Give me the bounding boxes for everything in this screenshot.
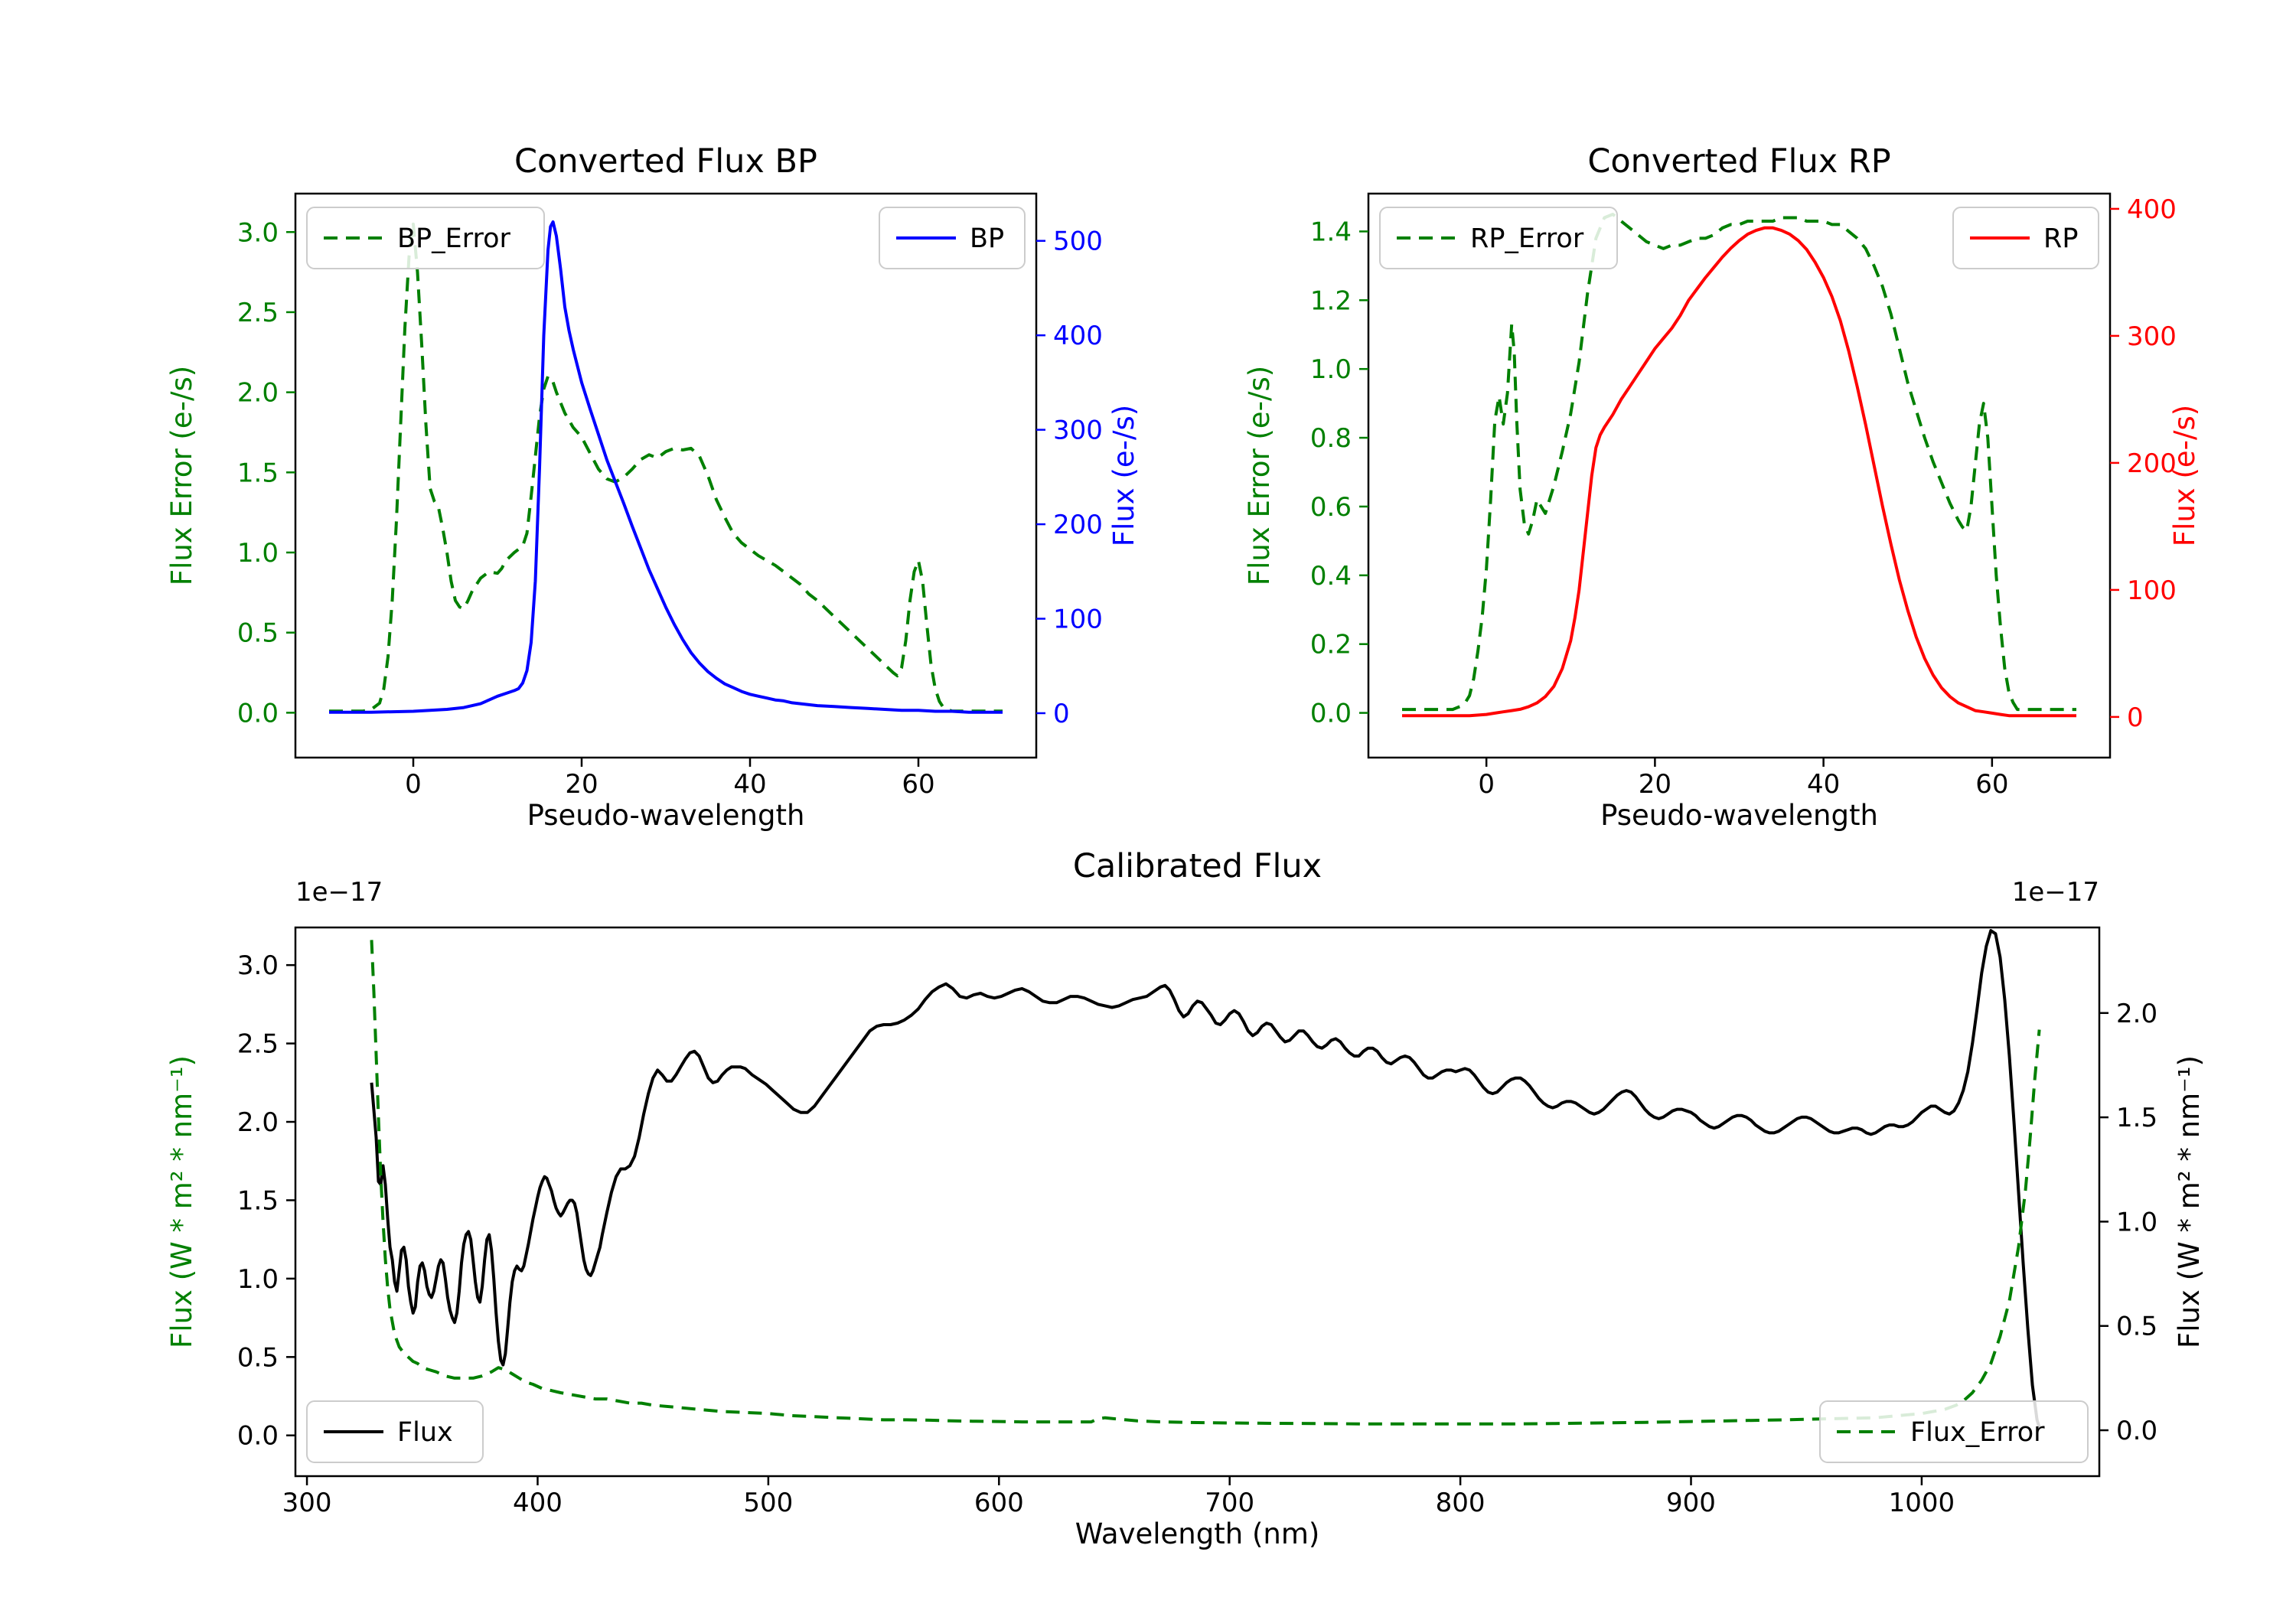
x-tick-label: 400 bbox=[513, 1488, 563, 1518]
y-tick-label-left: 0.5 bbox=[237, 618, 279, 649]
y-tick-label-left: 0.5 bbox=[237, 1342, 279, 1373]
series-line-Flux bbox=[370, 929, 2041, 1429]
y-tick-label-right: 2.0 bbox=[2116, 999, 2157, 1029]
y-tick-label-left: 0.6 bbox=[1310, 492, 1352, 523]
y-axis-label-left: Flux Error (e-/s) bbox=[1243, 366, 1276, 585]
y-tick-label-left: 2.0 bbox=[237, 1107, 279, 1138]
legend-label: Flux bbox=[397, 1417, 453, 1448]
y-tick-label-right: 0 bbox=[1053, 699, 1070, 729]
x-tick-label: 500 bbox=[743, 1488, 793, 1518]
y-tick-label-left: 1.4 bbox=[1310, 217, 1352, 247]
y-tick-label-left: 1.2 bbox=[1310, 285, 1352, 316]
x-tick-label: 300 bbox=[282, 1488, 332, 1518]
chart-title: Converted Flux RP bbox=[1587, 142, 1890, 181]
y-tick-label-right: 200 bbox=[1053, 510, 1103, 540]
x-tick-label: 0 bbox=[1478, 769, 1495, 800]
x-tick-label: 20 bbox=[565, 769, 598, 800]
y-tick-label-right: 1.0 bbox=[2116, 1207, 2157, 1237]
plot-frame bbox=[1367, 192, 2112, 759]
y-tick-label-left: 0.0 bbox=[237, 1421, 279, 1452]
y-tick-label-left: 1.5 bbox=[237, 1185, 279, 1216]
x-tick-label: 600 bbox=[974, 1488, 1024, 1518]
legend-RP: RP bbox=[1952, 207, 2099, 269]
legend-label: RP_Error bbox=[1470, 223, 1584, 254]
y-axis-label-left: Flux (W * m² * nm⁻¹) bbox=[165, 1055, 198, 1348]
legend-label: BP_Error bbox=[397, 223, 511, 254]
y-tick-label-left: 0.4 bbox=[1310, 561, 1352, 592]
y-tick-label-left: 1.0 bbox=[1310, 354, 1352, 385]
plot-frame bbox=[294, 192, 1038, 759]
y-tick-label-left: 0.8 bbox=[1310, 423, 1352, 454]
y-tick-label-left: 2.5 bbox=[237, 1029, 279, 1060]
series-line-RP_Error bbox=[1402, 213, 2076, 712]
legend-label: Flux_Error bbox=[1910, 1417, 2045, 1448]
x-axis-label: Wavelength (nm) bbox=[1075, 1517, 1320, 1550]
y-tick-label-left: 1.0 bbox=[237, 538, 279, 569]
y-axis-label-left: Flux Error (e-/s) bbox=[165, 366, 198, 585]
legend-box bbox=[306, 1400, 484, 1463]
y-tick-label-left: 2.0 bbox=[237, 378, 279, 409]
x-tick-label: 20 bbox=[1639, 769, 1671, 800]
x-tick-label: 800 bbox=[1436, 1488, 1486, 1518]
x-tick-label: 1000 bbox=[1889, 1488, 1955, 1518]
y-axis-label-right: Flux (e-/s) bbox=[1107, 405, 1140, 546]
subplot-bp: 0 20 40 60 0.0 0.5 1.0 1.5 2.0 2.5 3.0 Flux Error (… bbox=[165, 142, 1140, 832]
legend-box bbox=[1819, 1400, 2089, 1463]
series-line-BP_Error bbox=[329, 222, 1003, 713]
y-tick-label-left: 0.0 bbox=[1310, 699, 1352, 729]
legend-Flux: Flux bbox=[306, 1400, 484, 1463]
x-tick-label: 700 bbox=[1205, 1488, 1254, 1518]
y-axis-label-right: Flux (W * m² * nm⁻¹) bbox=[2173, 1055, 2206, 1348]
subplot-calibrated: 300 400 500 600 700 800 900 1000 0.0 0.5 1.0 1.5 2.0… bbox=[165, 847, 2206, 1550]
x-tick-label: 40 bbox=[733, 769, 766, 800]
x-tick-label: 40 bbox=[1807, 769, 1840, 800]
y-tick-label-right: 200 bbox=[2127, 448, 2177, 479]
axis-offset-label-right: 1e−17 bbox=[2012, 877, 2099, 908]
y-tick-label-left: 0.0 bbox=[237, 698, 279, 729]
y-axis-label-right: Flux (e-/s) bbox=[2168, 405, 2201, 546]
y-tick-label-left: 3.0 bbox=[237, 217, 279, 248]
y-tick-label-left: 1.5 bbox=[237, 458, 279, 488]
y-tick-label-right: 400 bbox=[2127, 194, 2177, 225]
y-tick-label-right: 300 bbox=[1053, 416, 1103, 446]
y-tick-label-right: 500 bbox=[1053, 227, 1103, 257]
plot-frame bbox=[294, 926, 2101, 1478]
y-tick-label-right: 300 bbox=[2127, 321, 2177, 352]
chart-title: Calibrated Flux bbox=[1073, 847, 1322, 885]
x-tick-label: 0 bbox=[405, 769, 422, 800]
y-tick-label-right: 100 bbox=[2127, 575, 2177, 606]
y-tick-label-left: 1.0 bbox=[237, 1264, 279, 1295]
y-tick-label-right: 0.0 bbox=[2116, 1416, 2157, 1446]
y-tick-label-right: 100 bbox=[1053, 605, 1103, 635]
series-line-RP bbox=[1402, 226, 2076, 718]
y-tick-label-right: 0.5 bbox=[2116, 1312, 2157, 1342]
legend-BP_Error: BP_Error bbox=[306, 207, 545, 269]
x-tick-label: 60 bbox=[902, 769, 934, 800]
x-tick-label: 60 bbox=[1975, 769, 2008, 800]
subplot-rp: 0 20 40 60 0.0 0.2 0.4 0.6 0.8 1.0 1.2 1.4 Flux Erro… bbox=[1243, 142, 2201, 832]
x-tick-label: 900 bbox=[1666, 1488, 1716, 1518]
legend-label: RP bbox=[2043, 223, 2078, 254]
series-line-BP bbox=[329, 220, 1003, 714]
y-tick-label-left: 0.2 bbox=[1310, 630, 1352, 660]
legend-box bbox=[306, 207, 545, 269]
legend-box bbox=[1379, 207, 1618, 269]
x-axis-label: Pseudo-wavelength bbox=[1600, 799, 1878, 832]
series-line-Flux_Error bbox=[370, 940, 2041, 1426]
y-tick-label-left: 3.0 bbox=[237, 950, 279, 981]
legend-label: BP bbox=[970, 223, 1004, 254]
y-tick-label-left: 2.5 bbox=[237, 298, 279, 328]
x-axis-label: Pseudo-wavelength bbox=[527, 799, 805, 832]
y-tick-label-right: 400 bbox=[1053, 321, 1103, 351]
legend-RP_Error: RP_Error bbox=[1379, 207, 1618, 269]
y-tick-label-right: 0 bbox=[2127, 702, 2144, 733]
legend-Flux_Error: Flux_Error bbox=[1819, 1400, 2089, 1463]
legend-BP: BP bbox=[879, 207, 1026, 269]
y-tick-label-right: 1.5 bbox=[2116, 1103, 2157, 1133]
chart-title: Converted Flux BP bbox=[514, 142, 817, 181]
axis-offset-label-left: 1e−17 bbox=[295, 877, 383, 908]
